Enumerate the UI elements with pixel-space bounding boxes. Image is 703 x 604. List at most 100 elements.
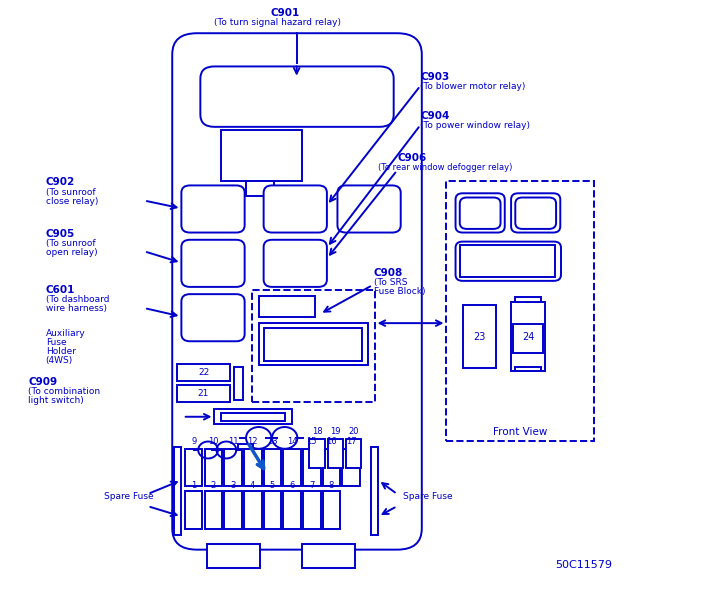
Bar [177, 364, 230, 381]
Bar [205, 449, 222, 486]
Text: (To turn signal hazard relay): (To turn signal hazard relay) [214, 18, 342, 27]
Text: (To blower motor relay): (To blower motor relay) [420, 82, 526, 91]
Text: 6: 6 [290, 481, 295, 489]
Bar [221, 130, 302, 181]
FancyBboxPatch shape [264, 185, 327, 233]
Text: Holder: Holder [46, 347, 76, 356]
Bar [224, 491, 242, 528]
Text: 7: 7 [309, 481, 314, 489]
Bar [283, 491, 301, 528]
Text: 50C11579: 50C11579 [555, 560, 612, 570]
Bar [323, 449, 340, 486]
Bar [309, 439, 325, 468]
Text: Front View: Front View [493, 427, 548, 437]
Text: 19: 19 [330, 428, 340, 436]
Bar [205, 491, 222, 528]
Text: C909: C909 [28, 377, 57, 387]
Text: C906: C906 [397, 153, 427, 163]
Bar [463, 305, 496, 368]
Bar [185, 449, 202, 486]
Bar [264, 328, 362, 361]
Bar [259, 296, 315, 317]
FancyBboxPatch shape [456, 242, 561, 281]
FancyBboxPatch shape [200, 66, 394, 127]
Text: 10: 10 [208, 437, 219, 446]
Bar [515, 367, 541, 371]
Text: Auxiliary: Auxiliary [46, 329, 86, 338]
FancyBboxPatch shape [460, 198, 501, 229]
Text: 16: 16 [326, 437, 337, 446]
Text: 14: 14 [287, 437, 297, 446]
Text: (To sunroof: (To sunroof [46, 239, 96, 248]
Text: 2: 2 [211, 481, 216, 489]
Text: (To power window relay): (To power window relay) [420, 121, 530, 130]
Bar [515, 297, 541, 302]
Bar [221, 413, 285, 421]
Text: (To dashboard: (To dashboard [46, 295, 109, 304]
Bar [323, 491, 340, 528]
Bar [264, 449, 281, 486]
Text: light switch): light switch) [28, 396, 84, 405]
Text: C905: C905 [46, 229, 75, 239]
Text: (To SRS: (To SRS [374, 278, 408, 287]
Text: C904: C904 [420, 111, 450, 121]
Text: 21: 21 [198, 389, 209, 397]
Bar [513, 324, 543, 353]
Text: 9: 9 [191, 437, 196, 446]
Bar [177, 385, 230, 402]
Bar [244, 449, 262, 486]
Bar [460, 245, 555, 277]
FancyBboxPatch shape [511, 193, 560, 233]
Bar [302, 544, 355, 568]
Text: (To sunroof: (To sunroof [46, 188, 96, 196]
Text: C902: C902 [46, 178, 75, 187]
Text: 8: 8 [329, 481, 334, 489]
FancyBboxPatch shape [456, 193, 505, 233]
Bar [174, 447, 181, 535]
FancyBboxPatch shape [181, 240, 245, 287]
Text: 3: 3 [231, 481, 236, 489]
Text: close relay): close relay) [46, 197, 98, 205]
Text: wire harness): wire harness) [46, 304, 107, 313]
Bar [244, 491, 262, 528]
Bar [328, 439, 343, 468]
Text: Fuse Block): Fuse Block) [374, 288, 425, 296]
Text: 20: 20 [349, 428, 359, 436]
Text: 17: 17 [346, 437, 356, 446]
Bar [283, 449, 301, 486]
Bar [511, 302, 545, 371]
Bar [252, 290, 375, 402]
Bar [371, 447, 378, 535]
Text: C601: C601 [46, 285, 75, 295]
Bar [446, 181, 594, 441]
Bar [346, 439, 361, 468]
FancyBboxPatch shape [181, 185, 245, 233]
Bar [246, 181, 274, 196]
Bar [214, 409, 292, 424]
Bar [342, 449, 360, 486]
Text: open relay): open relay) [46, 248, 97, 257]
Bar [224, 449, 242, 486]
Text: 12: 12 [247, 437, 258, 446]
Text: 18: 18 [311, 428, 323, 436]
Bar [264, 491, 281, 528]
FancyBboxPatch shape [172, 33, 422, 550]
FancyBboxPatch shape [337, 185, 401, 233]
Bar [303, 491, 321, 528]
Text: 22: 22 [198, 368, 209, 376]
Text: (4WS): (4WS) [46, 356, 73, 365]
Text: Spare Fuse: Spare Fuse [104, 492, 154, 501]
Bar [259, 323, 368, 365]
Text: C901: C901 [271, 8, 300, 18]
Text: 24: 24 [522, 332, 534, 342]
Text: 15: 15 [307, 437, 317, 446]
Bar [234, 367, 243, 400]
Bar [185, 491, 202, 528]
FancyBboxPatch shape [181, 294, 245, 341]
Text: 4: 4 [250, 481, 255, 489]
Text: 1: 1 [191, 481, 196, 489]
Text: 5: 5 [270, 481, 275, 489]
Bar [238, 444, 253, 457]
Text: Spare Fuse: Spare Fuse [403, 492, 453, 501]
Text: 23: 23 [473, 332, 486, 342]
